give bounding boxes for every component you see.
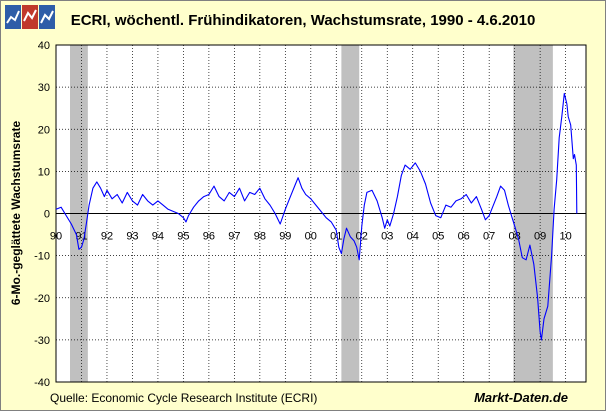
x-tick-label: 99 bbox=[279, 231, 291, 243]
x-tick-label: 03 bbox=[381, 231, 393, 243]
x-tick-label: 02 bbox=[356, 231, 368, 243]
y-tick-label: -10 bbox=[34, 251, 50, 263]
y-tick-label: -30 bbox=[34, 335, 50, 347]
y-tick-label: 0 bbox=[44, 209, 50, 221]
x-tick-label: 00 bbox=[305, 231, 317, 243]
x-tick-label: 04 bbox=[407, 231, 419, 243]
brand-label: Markt-Daten.de bbox=[474, 390, 568, 405]
x-tick-label: 01 bbox=[330, 231, 342, 243]
x-tick-label: 06 bbox=[458, 231, 470, 243]
y-tick-label: 40 bbox=[38, 40, 50, 52]
x-tick-label: 93 bbox=[126, 231, 138, 243]
x-tick-label: 05 bbox=[432, 231, 444, 243]
x-tick-label: 95 bbox=[177, 231, 189, 243]
x-tick-label: 97 bbox=[228, 231, 240, 243]
chart-title: ECRI, wöchentl. Frühindikatoren, Wachstu… bbox=[70, 12, 536, 29]
series-line-0 bbox=[55, 92, 578, 341]
y-tick-label: 30 bbox=[38, 82, 50, 94]
x-tick-label: 08 bbox=[509, 231, 521, 243]
x-tick-label: 92 bbox=[101, 231, 113, 243]
x-tick-label: 94 bbox=[152, 231, 164, 243]
y-tick-label: 10 bbox=[38, 166, 50, 178]
y-tick-label: 20 bbox=[38, 124, 50, 136]
x-tick-label: 10 bbox=[559, 231, 571, 243]
source-note: Quelle: Economic Cycle Research Institut… bbox=[50, 391, 318, 405]
chart-logo-icon bbox=[5, 5, 55, 29]
x-tick-label: 98 bbox=[254, 231, 266, 243]
x-tick-label: 09 bbox=[534, 231, 546, 243]
plot-border bbox=[55, 44, 587, 383]
y-tick-label: -40 bbox=[34, 377, 50, 389]
x-tick-label: 96 bbox=[203, 231, 215, 243]
x-tick-label: 07 bbox=[483, 231, 495, 243]
y-tick-label: -20 bbox=[34, 293, 50, 305]
